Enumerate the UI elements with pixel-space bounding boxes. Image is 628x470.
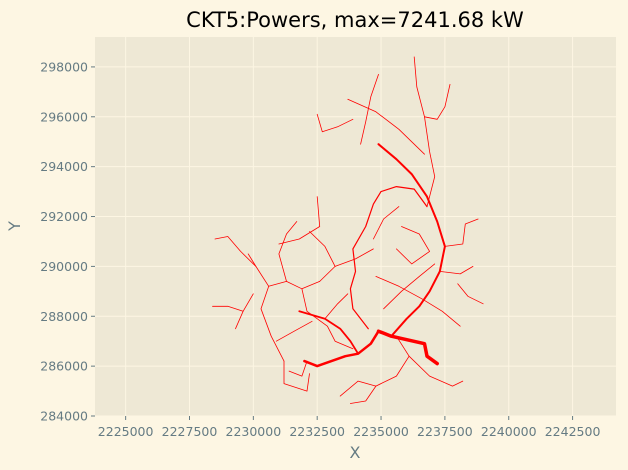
y-tick-label: 288000 <box>40 309 88 324</box>
x-tick-label: 2235000 <box>353 424 409 439</box>
x-axis-label: X <box>350 443 361 462</box>
x-tick-label: 2227500 <box>162 424 218 439</box>
y-tick-label: 298000 <box>40 59 88 74</box>
x-tick-label: 2237500 <box>417 424 473 439</box>
feeder-line-segment <box>324 293 349 320</box>
y-tick-label: 286000 <box>40 359 88 374</box>
feeder-line-segment <box>214 236 257 267</box>
feeder-line-segment <box>301 288 354 350</box>
y-axis-label: Y <box>5 221 24 232</box>
feeder-line-segment <box>413 56 436 208</box>
feeder-line-segment <box>439 265 474 275</box>
x-tick-label: 2232500 <box>289 424 345 439</box>
feeder-line-segment <box>275 320 313 342</box>
feeder-line-segment <box>339 335 410 397</box>
y-tick-label: 292000 <box>40 209 88 224</box>
feeder-line-segment <box>375 275 461 327</box>
feeder-line-segment <box>334 248 374 267</box>
feeder-line-segment <box>444 218 479 247</box>
feeder-line-segment <box>372 206 400 240</box>
feeder-line-segment <box>316 113 354 133</box>
grid-lines <box>95 37 616 417</box>
feeder-line-segment <box>347 98 425 155</box>
x-axis: 2225000 2227500 2230000 2232500 2235000 22375… <box>98 416 601 439</box>
feeder-line-segment <box>309 231 336 282</box>
feeder-line-segment <box>349 186 428 330</box>
feeder-line-segment <box>383 263 436 310</box>
feeder-line-segment <box>288 360 308 377</box>
feeder-line-segment <box>376 329 439 366</box>
feeder-line-segment <box>360 74 379 145</box>
x-tick-label: 2230000 <box>226 424 282 439</box>
feeder-line-segment <box>457 283 484 305</box>
x-tick-label: 2242500 <box>545 424 601 439</box>
plot-area <box>95 37 616 416</box>
feeder-line-segment <box>298 310 360 355</box>
x-tick-label: 2240000 <box>481 424 537 439</box>
feeder-line-segment <box>247 253 285 362</box>
feeder-line-segment <box>408 355 464 387</box>
feeder-line-segment <box>278 196 321 245</box>
x-tick-label: 2225000 <box>98 424 154 439</box>
feeder-line-segment <box>424 84 451 120</box>
feeder-line-segment <box>283 360 310 392</box>
y-tick-label: 290000 <box>40 259 88 274</box>
feeder-line-segment <box>278 221 298 282</box>
feeder-line-segment <box>212 305 244 312</box>
feeder-line-segment <box>268 280 321 290</box>
data-layer <box>212 56 484 404</box>
chart-title: CKT5:Powers, max=7241.68 kW <box>186 8 524 32</box>
y-tick-label: 296000 <box>40 109 88 124</box>
y-axis: 284000 286000 288000 290000 292000 294000 2960… <box>40 59 95 424</box>
y-tick-label: 294000 <box>40 159 88 174</box>
y-tick-label: 284000 <box>40 409 88 424</box>
feeder-line-segment <box>303 329 380 368</box>
feeder-line-segment <box>349 385 377 404</box>
feeder-line-segment <box>395 226 431 265</box>
